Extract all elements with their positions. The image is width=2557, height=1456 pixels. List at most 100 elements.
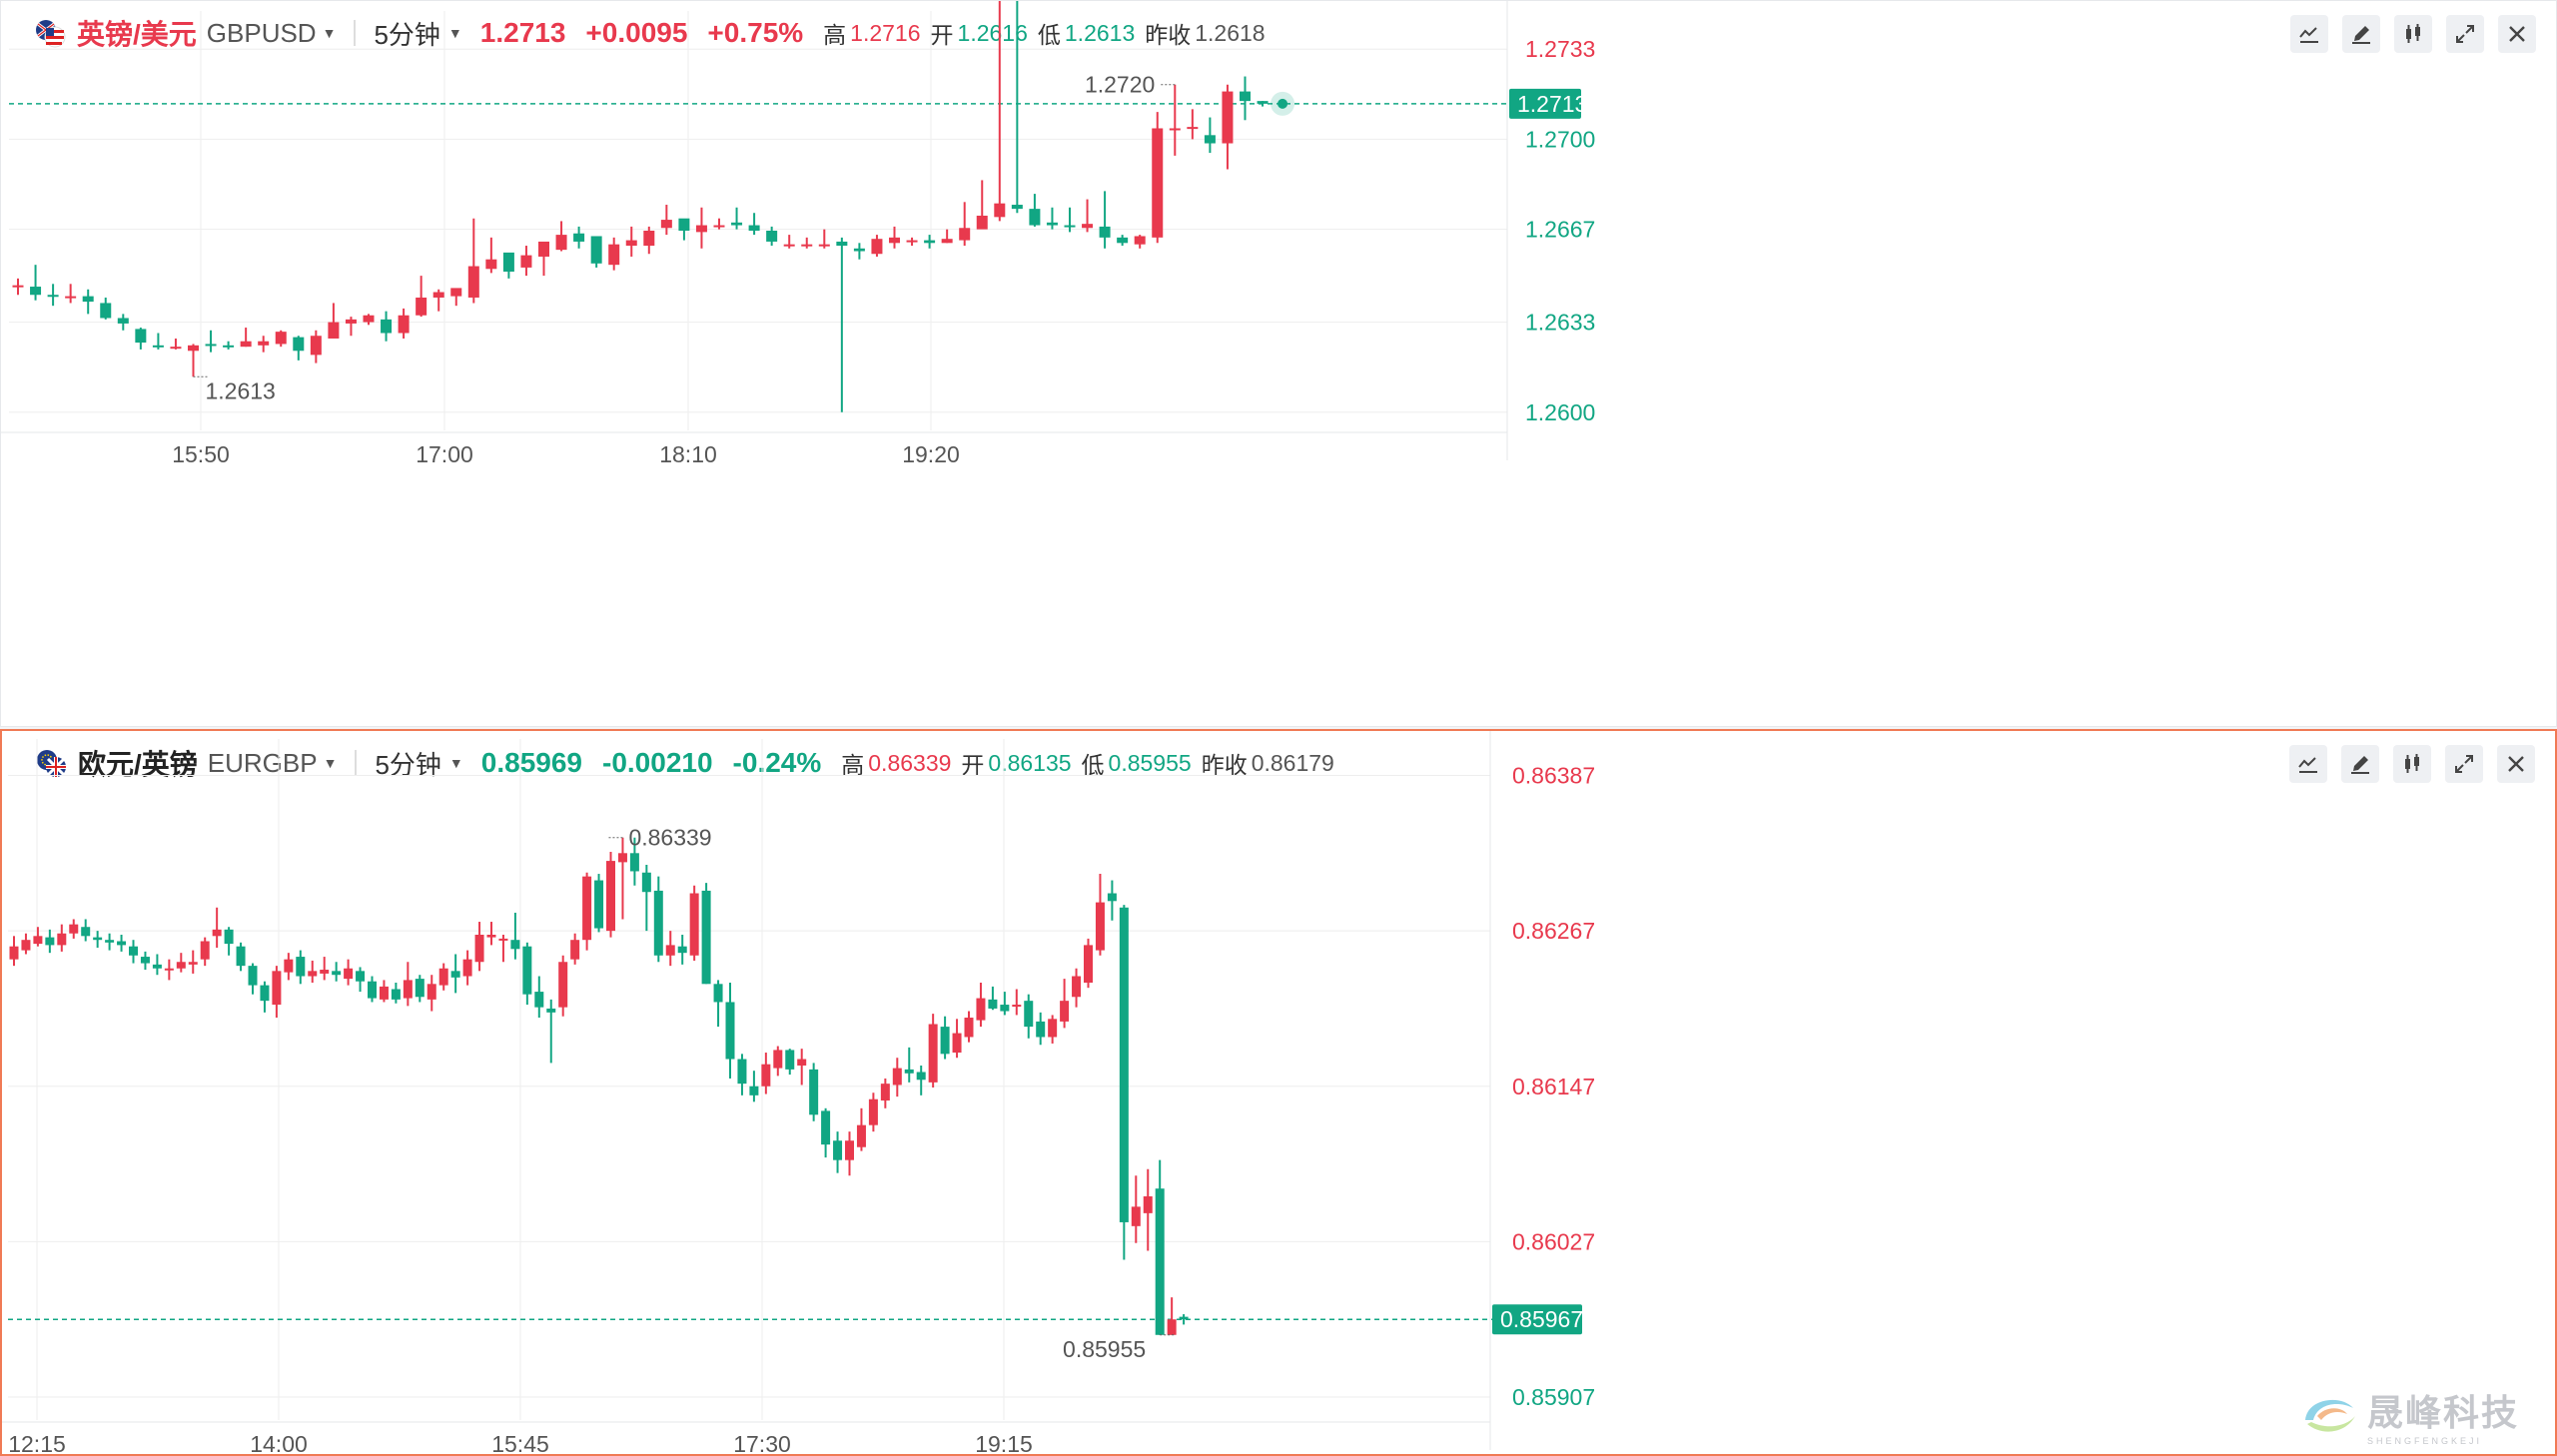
candle-body	[432, 292, 444, 298]
close-icon[interactable]	[2498, 15, 2536, 53]
high-value: 1.2716	[850, 19, 921, 46]
symbol-dropdown-caret-icon[interactable]: ▼	[322, 25, 337, 41]
candle-body	[606, 861, 615, 932]
candle-body	[248, 966, 258, 986]
candle-body	[1064, 225, 1076, 228]
candle-body	[328, 322, 340, 339]
gbpusd-candlestick-chart[interactable]: 1.2733 1.2700 1.2667 1.2633 1.2600 15:50 17:00…	[1, 1, 2557, 728]
candle-body	[608, 244, 620, 266]
candle-body	[558, 962, 568, 1008]
y-tick-label: 1.2667	[1525, 217, 1595, 243]
symbol-dropdown-caret-icon[interactable]: ▼	[323, 755, 338, 771]
candle-body	[486, 935, 496, 938]
candle-body	[546, 1008, 556, 1013]
panel-header: 英镑/美元 GBPUSD ▼ 5分钟 ▼ 1.2713 +0.0095 +0.7…	[1, 1, 2556, 65]
y-tick-label: 0.86027	[1512, 1228, 1595, 1254]
fullscreen-icon[interactable]	[2446, 15, 2484, 53]
candle-body	[643, 231, 655, 247]
candle-body	[188, 962, 198, 965]
candle-body	[976, 215, 988, 230]
candle-body	[510, 940, 520, 950]
candle-body	[12, 285, 24, 288]
candle-body	[33, 936, 43, 945]
symbol-code[interactable]: EURGBP	[207, 747, 318, 778]
candle-body	[892, 1068, 902, 1086]
candle-body	[582, 876, 592, 941]
candle-body	[836, 241, 848, 247]
candle-body	[818, 244, 830, 247]
candle-body	[1072, 976, 1082, 998]
candle-body	[205, 344, 217, 347]
candle-type-icon[interactable]	[2394, 15, 2432, 53]
divider	[355, 750, 358, 776]
candle-body	[701, 890, 711, 985]
candle-body	[725, 1002, 735, 1060]
open-value: 0.86135	[988, 749, 1072, 776]
candle-body	[105, 940, 115, 943]
candle-body	[748, 225, 760, 231]
fullscreen-icon[interactable]	[2445, 745, 2483, 783]
candle-body	[821, 1110, 831, 1145]
candle-body	[856, 1124, 866, 1147]
period-selector[interactable]: 5分钟	[375, 749, 441, 780]
candle-body	[391, 989, 401, 1000]
candle-body	[332, 971, 342, 976]
draw-icon[interactable]	[2342, 15, 2380, 53]
panel-header: 欧元/英镑 EURGBP ▼ 5分钟 ▼ 0.85969 -0.00210 -0…	[2, 731, 2555, 795]
candle-body	[641, 872, 651, 893]
candle-body	[117, 318, 129, 324]
price-change-pct: -0.24%	[732, 747, 822, 778]
x-tick-label: 19:15	[975, 1431, 1033, 1454]
candle-body	[379, 986, 389, 1000]
candle-body	[522, 946, 532, 995]
candle-body	[845, 1140, 854, 1160]
candle-body	[240, 341, 252, 348]
uk-us-flag-icon	[35, 17, 67, 49]
candle-body	[868, 1098, 878, 1125]
candle-body	[959, 228, 971, 241]
candle-type-icon[interactable]	[2393, 745, 2431, 783]
candle-body	[538, 241, 549, 257]
candle-body	[766, 231, 778, 242]
candle-body	[344, 968, 354, 980]
prev-close-label: 昨收	[1201, 752, 1248, 778]
candle-body	[1024, 1001, 1034, 1028]
low-value: 1.2613	[1064, 19, 1136, 46]
last-price-tag-label: 0.85967	[1500, 1306, 1583, 1332]
candle-body	[1099, 226, 1111, 238]
candle-body	[416, 297, 427, 316]
candle-body	[275, 332, 287, 345]
candle-body	[30, 287, 42, 296]
high-label: 高	[841, 752, 865, 778]
candle-body	[69, 924, 79, 934]
indicator-icon[interactable]	[2290, 15, 2328, 53]
y-tick-label: 0.85907	[1512, 1384, 1595, 1410]
candle-body	[462, 959, 472, 977]
candle-body	[660, 220, 672, 229]
draw-icon[interactable]	[2341, 745, 2379, 783]
eurgbp-candlestick-chart[interactable]: 0.86387 0.86267 0.86147 0.86027 0.85907 12:15…	[2, 731, 2555, 1454]
candle-body	[1012, 1005, 1022, 1008]
period-dropdown-caret-icon[interactable]: ▼	[447, 25, 462, 41]
candle-body	[853, 248, 865, 252]
close-icon[interactable]	[2497, 745, 2535, 783]
last-price-tag	[1492, 1304, 1582, 1335]
low-label: 低	[1081, 752, 1105, 778]
candle-body	[1134, 236, 1146, 245]
candle-body	[1131, 1206, 1141, 1226]
candle-body	[1011, 205, 1023, 210]
candle-body	[426, 984, 436, 1000]
candle-body	[916, 1072, 926, 1081]
candle-body	[81, 927, 91, 937]
candle-body	[498, 938, 508, 941]
candle-body	[1179, 1316, 1189, 1320]
period-dropdown-caret-icon[interactable]: ▼	[448, 755, 463, 771]
price-change-pct: +0.75%	[707, 17, 804, 48]
candle-body	[176, 962, 186, 969]
indicator-icon[interactable]	[2289, 745, 2327, 783]
period-selector[interactable]: 5分钟	[374, 19, 440, 50]
candle-body	[801, 244, 813, 247]
candle-body	[45, 937, 55, 946]
symbol-code[interactable]: GBPUSD	[206, 17, 317, 48]
candle-body	[713, 225, 725, 228]
